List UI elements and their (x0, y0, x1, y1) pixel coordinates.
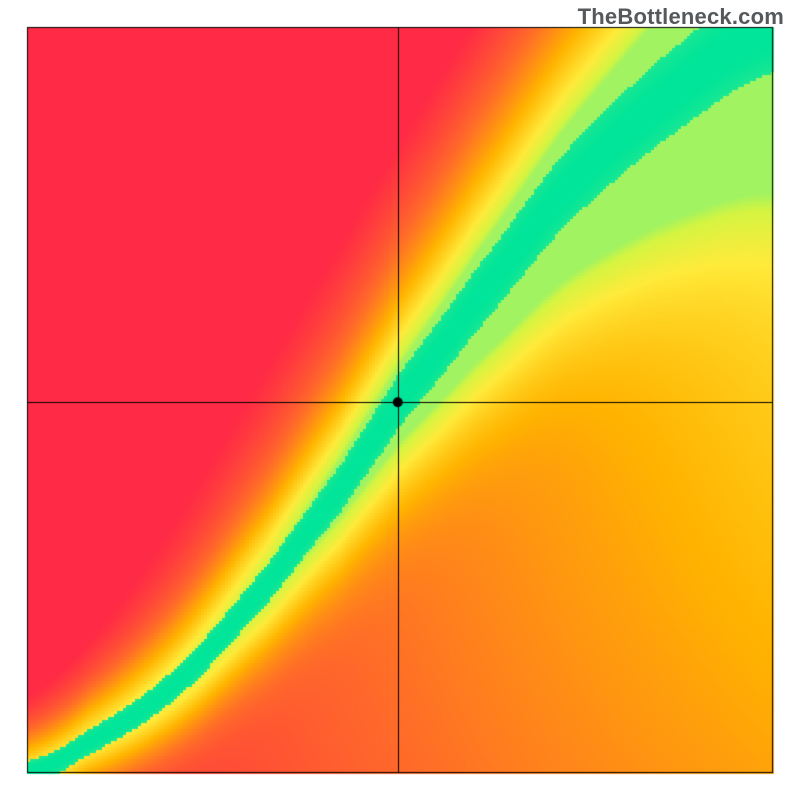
bottleneck-heatmap (0, 0, 800, 800)
watermark-text: TheBottleneck.com (578, 4, 784, 30)
chart-container: TheBottleneck.com (0, 0, 800, 800)
